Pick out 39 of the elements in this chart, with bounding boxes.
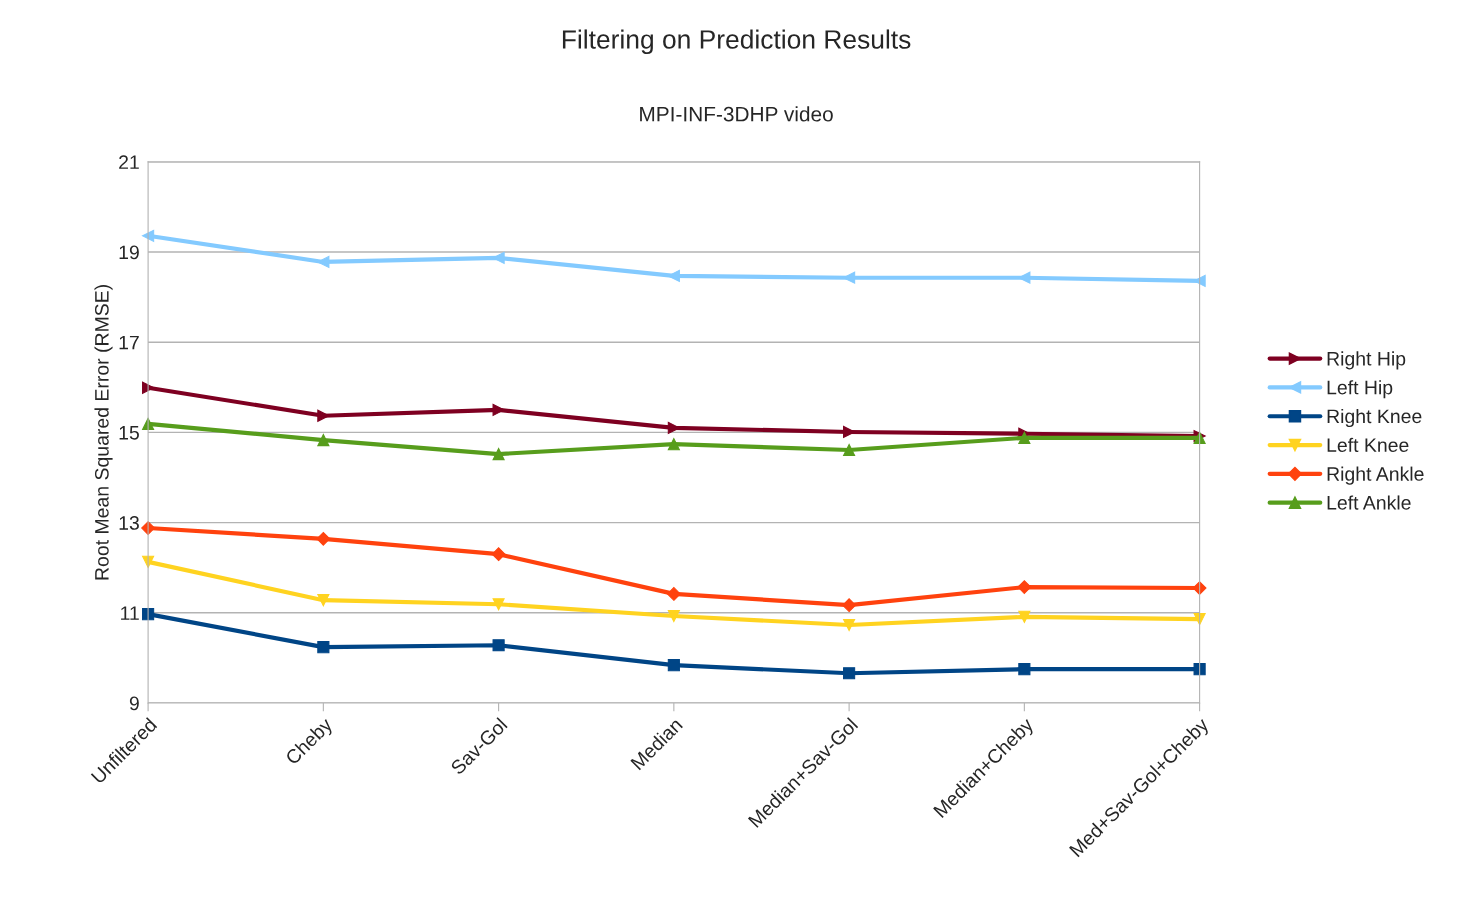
point xyxy=(492,447,505,461)
legend-label: Left Ankle xyxy=(1327,495,1411,510)
point xyxy=(843,667,856,680)
point xyxy=(843,443,856,457)
point xyxy=(667,659,680,672)
y-tick-label: 17 xyxy=(119,335,139,350)
point xyxy=(492,598,505,611)
point xyxy=(317,594,330,607)
y-tick-label: 15 xyxy=(119,426,139,440)
chart-title: Filtering on Prediction Results xyxy=(562,29,911,55)
point xyxy=(492,639,505,652)
y-tick-label: 19 xyxy=(119,245,139,260)
point xyxy=(317,641,330,654)
point xyxy=(842,598,857,613)
point xyxy=(1018,663,1031,676)
point xyxy=(317,255,330,269)
point xyxy=(1018,610,1031,623)
point xyxy=(666,586,681,601)
chart-subtitle: MPI-INF-3DHP video xyxy=(640,106,833,122)
y-tick-label: 9 xyxy=(129,696,139,711)
point xyxy=(1018,431,1031,444)
y-tick-label: 11 xyxy=(121,606,139,620)
point xyxy=(667,438,680,451)
legend-label: Left Knee xyxy=(1327,437,1409,453)
point xyxy=(667,609,680,623)
point xyxy=(1193,663,1206,676)
y-tick-label: 21 xyxy=(119,155,139,169)
point xyxy=(491,547,506,562)
point xyxy=(1193,613,1206,626)
y-axis-title: Root Mean Squared Error (RMSE) xyxy=(94,285,113,580)
legend-label: Right Knee xyxy=(1327,408,1422,428)
legend-label: Right Hip xyxy=(1327,351,1406,370)
point xyxy=(843,618,856,632)
y-tick-label: 13 xyxy=(119,516,139,530)
point xyxy=(316,531,331,546)
point xyxy=(1017,580,1032,595)
legend-label: Right Ankle xyxy=(1327,466,1424,485)
point xyxy=(317,434,330,447)
legend-label: Left Hip xyxy=(1327,380,1393,399)
